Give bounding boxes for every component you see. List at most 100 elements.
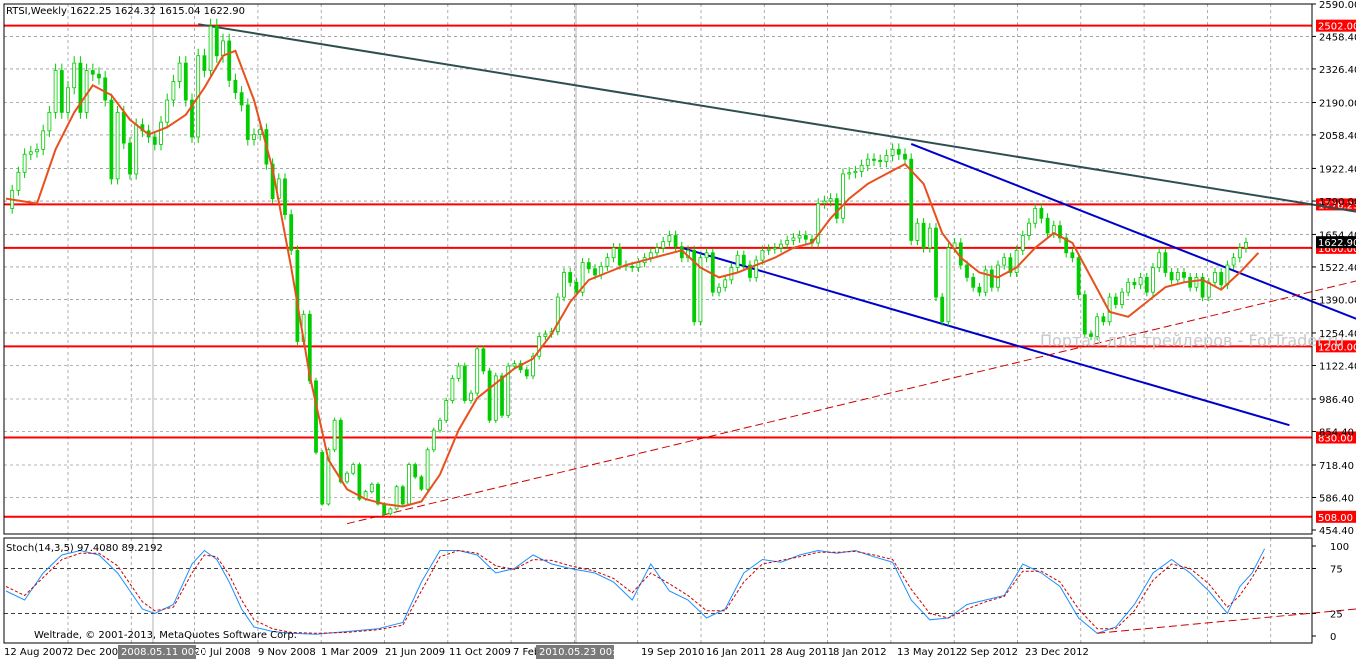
candle-body bbox=[345, 472, 349, 483]
candle-body bbox=[890, 148, 895, 156]
candle-body bbox=[989, 269, 994, 288]
candle-body bbox=[128, 142, 132, 175]
candle-body bbox=[580, 262, 585, 293]
candle-body bbox=[462, 365, 467, 401]
stoch-signal-line bbox=[5, 549, 1266, 634]
candle-body bbox=[1113, 296, 1118, 305]
candle-body bbox=[252, 134, 256, 140]
candle-body bbox=[667, 235, 672, 243]
candle-body bbox=[1138, 276, 1143, 286]
candle-body bbox=[735, 254, 740, 268]
y-tick-label: 2326.40 bbox=[1319, 65, 1356, 76]
candle-body bbox=[1039, 208, 1044, 219]
candle-body bbox=[791, 237, 796, 241]
candle-body bbox=[1132, 281, 1137, 286]
x-tick-label: 7 Feb bbox=[513, 647, 540, 658]
candle-body bbox=[971, 276, 976, 288]
y-tick-label: 1254.40 bbox=[1319, 329, 1356, 340]
candle-body bbox=[456, 365, 461, 379]
candle-body bbox=[400, 486, 405, 505]
candle-body bbox=[450, 377, 455, 401]
x-tick-label: 21 Jun 2009 bbox=[385, 647, 445, 658]
candle-body bbox=[605, 257, 610, 267]
trendline bbox=[346, 280, 1356, 525]
candle-body bbox=[469, 392, 473, 401]
candle-body bbox=[190, 99, 194, 138]
candle-body bbox=[1182, 272, 1186, 278]
candle-body bbox=[109, 99, 114, 180]
candle-body bbox=[413, 464, 418, 478]
candle-body bbox=[704, 252, 709, 259]
candle-body bbox=[283, 178, 287, 215]
candle-body bbox=[537, 336, 542, 357]
candle-body bbox=[493, 375, 498, 421]
candle-body bbox=[574, 281, 579, 293]
y-tick-label: 2458.40 bbox=[1319, 32, 1356, 43]
y-tick-label: 1122.40 bbox=[1319, 361, 1356, 372]
candle-body bbox=[828, 198, 833, 202]
candle-body bbox=[772, 247, 777, 250]
candle-body bbox=[611, 247, 616, 259]
y-tick-label: 586.40 bbox=[1319, 493, 1354, 504]
x-tick-label: 16 Jan 2011 bbox=[706, 647, 766, 658]
level-label-bg bbox=[1316, 510, 1356, 523]
cursor-date-label: 2008.05.11 00:00 bbox=[121, 647, 210, 658]
current-price-label: 1622.90 bbox=[1318, 238, 1356, 249]
candle-body bbox=[617, 247, 622, 266]
candle-body bbox=[376, 483, 380, 505]
candle-body bbox=[555, 296, 560, 332]
candle-body bbox=[171, 81, 176, 101]
stoch-main-line bbox=[5, 548, 1266, 635]
candle-body bbox=[159, 121, 163, 145]
candle-body bbox=[202, 55, 207, 71]
candle-body bbox=[834, 198, 839, 219]
candle-body bbox=[754, 259, 759, 278]
x-tick-label: 12 Aug 2007 bbox=[4, 647, 68, 658]
candle-body bbox=[41, 130, 46, 150]
x-tick-label: 13 May 2012 bbox=[897, 647, 962, 658]
candle-body bbox=[1169, 272, 1174, 281]
candle-body bbox=[524, 369, 529, 377]
x-tick-label: 20 Jul 2008 bbox=[194, 647, 251, 658]
candle-body bbox=[1051, 225, 1056, 234]
x-tick-label: 8 Jan 2012 bbox=[833, 647, 887, 658]
candle-body bbox=[227, 40, 232, 81]
candle-body bbox=[865, 158, 870, 166]
candle-body bbox=[1014, 249, 1019, 273]
candle-body bbox=[965, 264, 969, 278]
stoch-info: Stoch(14,3,5) 97.4080 89.2192 bbox=[6, 543, 163, 554]
candle-body bbox=[1082, 294, 1087, 335]
candle-body bbox=[239, 92, 244, 106]
main-panel-frame bbox=[3, 3, 1313, 535]
candle-body bbox=[97, 73, 101, 79]
candle-body bbox=[1064, 237, 1069, 254]
candle-body bbox=[934, 227, 938, 298]
candle-body bbox=[946, 247, 951, 323]
candle-body bbox=[407, 464, 411, 505]
moving-average-line bbox=[5, 49, 1260, 508]
x-tick-label: 11 Oct 2009 bbox=[449, 647, 511, 658]
candle-body bbox=[47, 111, 52, 132]
candle-body bbox=[940, 296, 945, 323]
candle-body bbox=[22, 153, 27, 173]
candle-body bbox=[382, 503, 387, 515]
candle-body bbox=[289, 214, 294, 251]
y-tick-label: 1790.00 bbox=[1319, 197, 1356, 208]
candle-body bbox=[1213, 272, 1217, 283]
y-tick-label: 2190.00 bbox=[1319, 99, 1356, 110]
candle-body bbox=[1033, 208, 1038, 224]
candle-body bbox=[853, 171, 858, 174]
candle-body bbox=[487, 370, 492, 421]
candle-body bbox=[121, 111, 126, 144]
level-label: 2502.00 bbox=[1318, 22, 1356, 33]
candle-body bbox=[1120, 291, 1124, 305]
y-tick-label: 1522.40 bbox=[1319, 263, 1356, 274]
candle-body bbox=[673, 235, 678, 248]
moving-average bbox=[5, 49, 1260, 508]
candle-body bbox=[630, 265, 635, 268]
candle-body bbox=[878, 160, 883, 163]
x-tick-label: 1 Mar 2009 bbox=[321, 647, 378, 658]
horizontal-levels: 2502.00 1776.23 1600.00 1200.00 830.00 508.00… bbox=[4, 19, 1356, 524]
candle-body bbox=[388, 508, 393, 515]
